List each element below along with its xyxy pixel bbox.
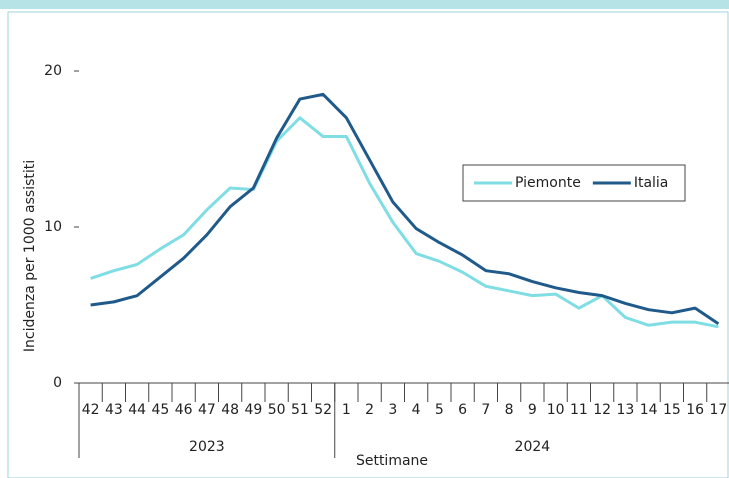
x-axis-title: Settimane [356, 453, 428, 469]
x-tick-label: 42 [82, 402, 100, 418]
x-tick-label: 14 [640, 402, 658, 418]
line-series [90, 92, 720, 325]
x-tick-label: 13 [616, 402, 634, 418]
x-tick-label: 43 [105, 402, 123, 418]
y-tick-label: 10 [44, 219, 62, 235]
group-label: 2024 [515, 439, 551, 455]
x-tick-label: 47 [198, 402, 216, 418]
top-band [0, 0, 729, 9]
x-tick-label: 51 [291, 402, 309, 418]
x-tick-label: 10 [547, 402, 565, 418]
y-tick-label: 20 [44, 63, 62, 79]
x-tick-label: 5 [435, 402, 444, 418]
x-tick-label: 3 [388, 402, 397, 418]
legend-label: Italia [634, 175, 669, 191]
x-tick-label: 52 [314, 402, 332, 418]
x-tick-label: 11 [570, 402, 588, 418]
y-tick-label: 0 [53, 375, 62, 391]
group-label: 2023 [189, 439, 225, 455]
x-tick-label: 45 [151, 402, 169, 418]
x-tick-label: 2 [365, 402, 374, 418]
x-tick-label: 44 [128, 402, 146, 418]
line-series [90, 116, 719, 329]
x-tick-label: 7 [481, 402, 490, 418]
x-tick-label: 9 [528, 402, 537, 418]
x-tick-label: 6 [458, 402, 467, 418]
x-tick-label: 17 [709, 402, 727, 418]
x-tick-label: 16 [686, 402, 704, 418]
x-tick-label: 49 [244, 402, 262, 418]
x-tick-label: 46 [175, 402, 193, 418]
x-tick-label: 50 [268, 402, 286, 418]
legend-label: Piemonte [515, 175, 581, 191]
card-frame [7, 11, 729, 478]
x-tick-label: 4 [412, 402, 421, 418]
x-tick-label: 8 [505, 402, 514, 418]
x-tick-label: 15 [663, 402, 681, 418]
y-axis-title: Incidenza per 1000 assistiti [22, 160, 38, 352]
x-tick-label: 12 [593, 402, 611, 418]
x-tick-label: 48 [221, 402, 239, 418]
x-tick-label: 1 [342, 402, 351, 418]
